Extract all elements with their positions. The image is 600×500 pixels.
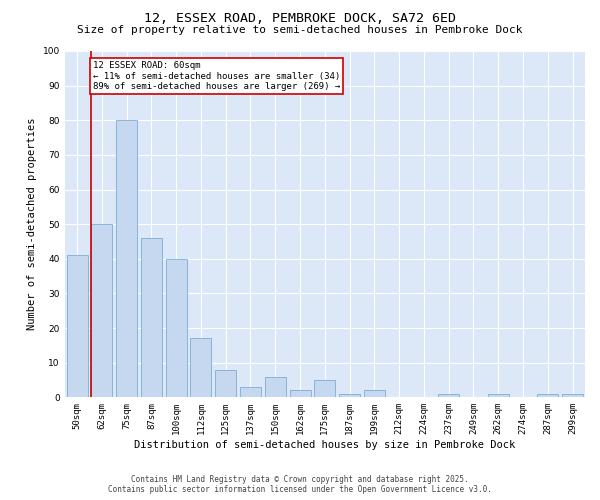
- Bar: [240, 387, 261, 398]
- Bar: [116, 120, 137, 398]
- Text: 12, ESSEX ROAD, PEMBROKE DOCK, SA72 6ED: 12, ESSEX ROAD, PEMBROKE DOCK, SA72 6ED: [144, 12, 456, 26]
- X-axis label: Distribution of semi-detached houses by size in Pembroke Dock: Distribution of semi-detached houses by …: [134, 440, 515, 450]
- Text: Size of property relative to semi-detached houses in Pembroke Dock: Size of property relative to semi-detach…: [77, 25, 523, 35]
- Bar: [215, 370, 236, 398]
- Bar: [141, 238, 162, 398]
- Y-axis label: Number of semi-detached properties: Number of semi-detached properties: [27, 118, 37, 330]
- Text: Contains HM Land Registry data © Crown copyright and database right 2025.
Contai: Contains HM Land Registry data © Crown c…: [108, 474, 492, 494]
- Bar: [562, 394, 583, 398]
- Bar: [364, 390, 385, 398]
- Bar: [190, 338, 211, 398]
- Bar: [265, 376, 286, 398]
- Bar: [438, 394, 459, 398]
- Bar: [166, 259, 187, 398]
- Bar: [67, 256, 88, 398]
- Bar: [488, 394, 509, 398]
- Bar: [290, 390, 311, 398]
- Bar: [314, 380, 335, 398]
- Bar: [339, 394, 360, 398]
- Bar: [538, 394, 559, 398]
- Text: 12 ESSEX ROAD: 60sqm
← 11% of semi-detached houses are smaller (34)
89% of semi-: 12 ESSEX ROAD: 60sqm ← 11% of semi-detac…: [92, 62, 340, 91]
- Bar: [91, 224, 112, 398]
